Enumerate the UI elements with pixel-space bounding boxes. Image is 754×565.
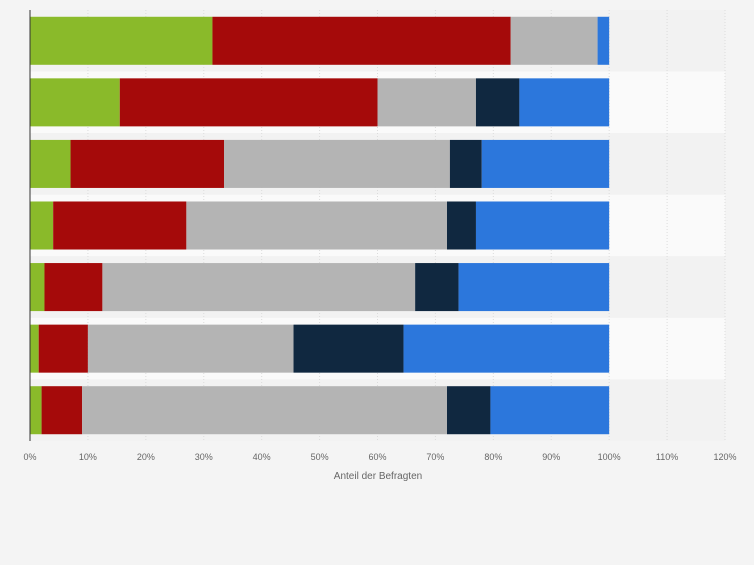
x-tick-labels: 0% 10% 20% 30% 40% 50% 60% 70% 80% 90% 100% 110% 120… (23, 452, 736, 462)
bar-segment-5[interactable] (403, 324, 610, 373)
bar-segment-5[interactable] (597, 16, 610, 65)
x-tick-label: 10% (79, 452, 97, 462)
bar-segment-1[interactable] (30, 139, 71, 188)
bar-segment-2[interactable] (53, 201, 187, 250)
bar-segment-1[interactable] (30, 324, 39, 373)
x-tick-label: 120% (713, 452, 736, 462)
bar-segment-5[interactable] (490, 386, 610, 435)
bar-segment-5[interactable] (458, 263, 610, 312)
bars (30, 16, 610, 435)
bar-segment-2[interactable] (44, 263, 103, 312)
bar-segment-3[interactable] (377, 78, 476, 127)
x-tick-label: 20% (137, 452, 155, 462)
bar-segment-3[interactable] (224, 139, 450, 188)
bar-segment-2[interactable] (38, 324, 88, 373)
bar-segment-4[interactable] (293, 324, 404, 373)
bar-segment-3[interactable] (87, 324, 294, 373)
bar-segment-3[interactable] (510, 16, 598, 65)
bar-segment-5[interactable] (481, 139, 610, 188)
bar-segment-5[interactable] (475, 201, 610, 250)
bar-segment-1[interactable] (30, 201, 54, 250)
bar-segment-5[interactable] (519, 78, 610, 127)
x-tick-label: 50% (311, 452, 329, 462)
bar-segment-1[interactable] (30, 78, 120, 127)
x-tick-label: 100% (598, 452, 621, 462)
x-tick-label: 110% (656, 452, 678, 462)
x-tick-label: 70% (426, 452, 444, 462)
bar-segment-4[interactable] (447, 201, 476, 250)
bar-segment-2[interactable] (212, 16, 511, 65)
bar-segment-4[interactable] (415, 263, 459, 312)
bar-segment-2[interactable] (41, 386, 83, 435)
bar-segment-3[interactable] (102, 263, 416, 312)
bar-segment-4[interactable] (475, 78, 520, 127)
bar-segment-3[interactable] (186, 201, 447, 250)
bar-segment-1[interactable] (30, 16, 213, 65)
bar-segment-1[interactable] (30, 386, 42, 435)
x-tick-label: 0% (23, 452, 36, 462)
x-tick-label: 60% (368, 452, 386, 462)
bar-segment-3[interactable] (82, 386, 447, 435)
x-tick-label: 30% (195, 452, 213, 462)
bar-segment-1[interactable] (30, 263, 45, 312)
bar-segment-4[interactable] (447, 386, 491, 435)
x-axis-label: Anteil der Befragten (334, 471, 422, 482)
x-tick-label: 40% (253, 452, 271, 462)
x-tick-label: 80% (484, 452, 502, 462)
x-tick-label: 90% (542, 452, 560, 462)
bar-segment-2[interactable] (70, 139, 225, 188)
bar-segment-4[interactable] (449, 139, 482, 188)
bar-segment-2[interactable] (119, 78, 378, 127)
